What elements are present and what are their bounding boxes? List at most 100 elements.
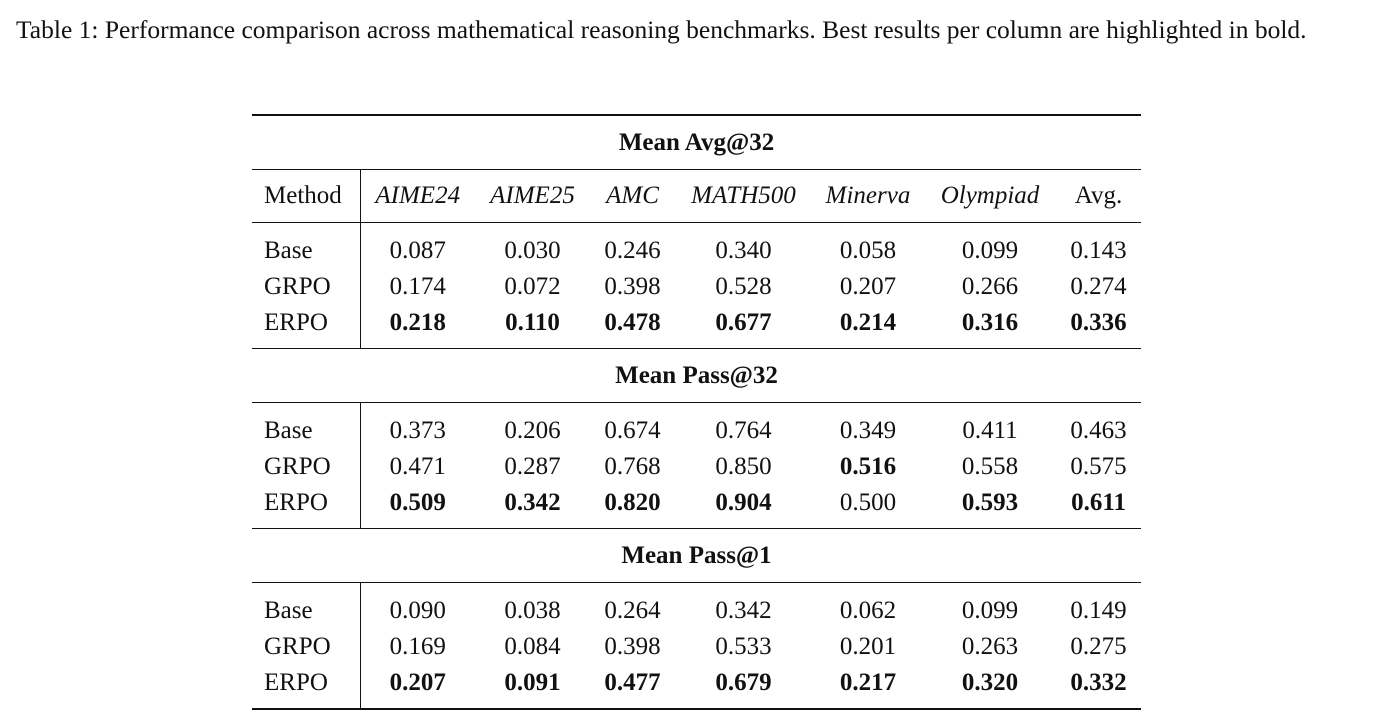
- value-cell: 0.090: [360, 582, 475, 629]
- value-cell: 0.287: [504, 453, 561, 480]
- method-cell: Base: [252, 582, 361, 629]
- group-title-row: Mean Avg@32: [252, 114, 1142, 170]
- value-cell: 0.099: [924, 582, 1056, 629]
- results-table-body: Mean Avg@32 Method AIME24 AIME25 AMC MAT…: [252, 114, 1142, 710]
- value-cell: 0.264: [590, 582, 675, 629]
- value-cell: 0.072: [504, 273, 561, 300]
- group-title-row: Mean Pass@1: [252, 528, 1142, 583]
- table-row: Base 0.090 0.038 0.264 0.342 0.062 0.099 0.149: [252, 582, 1142, 629]
- value-cell: 0.263: [961, 633, 1019, 660]
- method-cell: ERPO: [252, 305, 361, 349]
- value-cell: 0.087: [360, 222, 475, 269]
- group-title: Mean Pass@1: [252, 528, 1142, 583]
- value-cell: 0.207: [360, 665, 475, 710]
- value-cell: 0.320: [924, 665, 1056, 710]
- value-cell: 0.217: [812, 665, 924, 710]
- value-cell: 0.149: [1056, 582, 1142, 629]
- value-cell: 0.677: [715, 309, 772, 336]
- value-cell: 0.143: [1056, 222, 1142, 269]
- value-cell: 0.266: [961, 273, 1019, 300]
- value-cell: 0.509: [389, 489, 446, 516]
- value-cell: 0.246: [590, 222, 675, 269]
- value-cell: 0.169: [389, 633, 446, 660]
- method-cell: GRPO: [252, 449, 361, 485]
- column-header-math500: MATH500: [675, 169, 812, 223]
- column-header-aime24: AIME24: [360, 169, 475, 223]
- value-cell: 0.275: [1070, 633, 1127, 660]
- value-cell: 0.174: [389, 273, 446, 300]
- value-cell: 0.516: [839, 453, 897, 480]
- method-cell: ERPO: [252, 665, 361, 710]
- value-cell: 0.500: [839, 489, 897, 516]
- value-cell: 0.342: [504, 489, 561, 516]
- method-cell: Base: [252, 222, 361, 269]
- value-cell: 0.593: [961, 489, 1019, 516]
- value-cell: 0.373: [360, 402, 475, 449]
- table-row: GRPO 0.169 0.084 0.398 0.533 0.201 0.263 0.275: [252, 629, 1141, 665]
- value-cell: 0.611: [1071, 489, 1126, 516]
- value-cell: 0.398: [604, 273, 661, 300]
- value-cell: 0.038: [475, 582, 590, 629]
- table-row: ERPO 0.218 0.110 0.478 0.677 0.214 0.316 0.336: [252, 305, 1141, 349]
- value-cell: 0.201: [839, 633, 897, 660]
- value-cell: 0.091: [475, 665, 590, 710]
- value-cell: 0.398: [604, 633, 661, 660]
- value-cell: 0.471: [389, 453, 446, 480]
- column-header-row: Method AIME24 AIME25 AMC MATH500 Minerva…: [252, 169, 1142, 223]
- value-cell: 0.820: [604, 489, 661, 516]
- value-cell: 0.411: [924, 402, 1056, 449]
- results-table-container: Mean Avg@32 Method AIME24 AIME25 AMC MAT…: [252, 114, 1142, 710]
- group-title-row: Mean Pass@32: [252, 348, 1142, 403]
- group-title: Mean Avg@32: [252, 114, 1142, 170]
- value-cell: 0.206: [475, 402, 590, 449]
- group-title: Mean Pass@32: [252, 348, 1142, 403]
- value-cell: 0.349: [812, 402, 924, 449]
- table-row: GRPO 0.471 0.287 0.768 0.850 0.516 0.558 0.575: [252, 449, 1141, 485]
- value-cell: 0.477: [590, 665, 675, 710]
- value-cell: 0.110: [505, 309, 560, 336]
- table-caption: Table 1: Performance comparison across m…: [16, 15, 1307, 44]
- value-cell: 0.768: [604, 453, 661, 480]
- value-cell: 0.274: [1070, 273, 1127, 300]
- column-header-minerva: Minerva: [812, 169, 924, 223]
- value-cell: 0.850: [715, 453, 772, 480]
- table-row: Base 0.087 0.030 0.246 0.340 0.058 0.099 0.143: [252, 222, 1142, 269]
- method-cell: Base: [252, 402, 361, 449]
- value-cell: 0.674: [590, 402, 675, 449]
- table-row: ERPO 0.207 0.091 0.477 0.679 0.217 0.320 0.332: [252, 665, 1142, 710]
- value-cell: 0.463: [1056, 402, 1142, 449]
- method-cell: ERPO: [252, 485, 361, 529]
- results-table: Mean Avg@32 Method AIME24 AIME25 AMC MAT…: [252, 114, 1142, 710]
- method-cell: GRPO: [252, 629, 361, 665]
- value-cell: 0.528: [715, 273, 772, 300]
- column-header-olympiad: Olympiad: [924, 169, 1056, 223]
- method-cell: GRPO: [252, 269, 361, 305]
- value-cell: 0.332: [1056, 665, 1142, 710]
- column-header-avg: Avg.: [1056, 169, 1142, 223]
- value-cell: 0.316: [961, 309, 1019, 336]
- value-cell: 0.478: [604, 309, 661, 336]
- value-cell: 0.084: [504, 633, 561, 660]
- column-header-amc: AMC: [590, 169, 675, 223]
- table-row: GRPO 0.174 0.072 0.398 0.528 0.207 0.266 0.274: [252, 269, 1141, 305]
- value-cell: 0.062: [812, 582, 924, 629]
- column-header-method: Method: [252, 169, 361, 223]
- value-cell: 0.764: [675, 402, 812, 449]
- value-cell: 0.533: [715, 633, 772, 660]
- table-row: ERPO 0.509 0.342 0.820 0.904 0.500 0.593 0.611: [252, 485, 1141, 529]
- value-cell: 0.214: [839, 309, 897, 336]
- value-cell: 0.904: [715, 489, 772, 516]
- value-cell: 0.336: [1070, 309, 1127, 336]
- value-cell: 0.340: [675, 222, 812, 269]
- value-cell: 0.679: [675, 665, 812, 710]
- value-cell: 0.342: [675, 582, 812, 629]
- table-row: Base 0.373 0.206 0.674 0.764 0.349 0.411 0.463: [252, 402, 1142, 449]
- value-cell: 0.207: [839, 273, 897, 300]
- value-cell: 0.058: [812, 222, 924, 269]
- value-cell: 0.218: [389, 309, 446, 336]
- value-cell: 0.030: [475, 222, 590, 269]
- value-cell: 0.558: [961, 453, 1019, 480]
- column-header-aime25: AIME25: [475, 169, 590, 223]
- value-cell: 0.575: [1070, 453, 1127, 480]
- value-cell: 0.099: [924, 222, 1056, 269]
